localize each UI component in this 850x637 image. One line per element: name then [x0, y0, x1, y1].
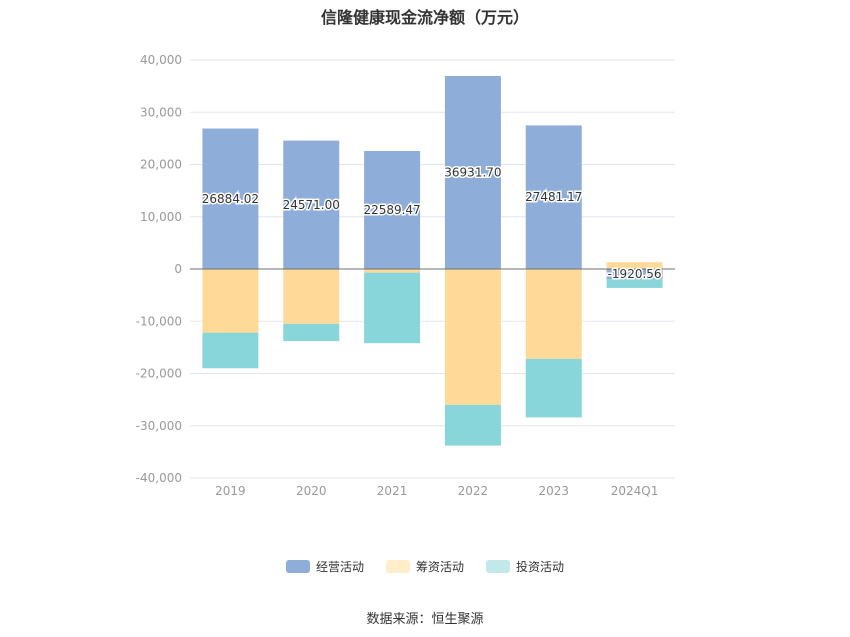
y-tick-label: 20,000 [140, 158, 182, 172]
bar-operating[interactable] [606, 269, 663, 280]
x-tick-label: 2022 [458, 484, 489, 498]
bar-investing[interactable] [606, 279, 663, 288]
bar-operating[interactable] [283, 140, 340, 269]
bar-layer [190, 76, 675, 446]
bar-investing[interactable] [525, 358, 582, 418]
bar-financing[interactable] [364, 269, 421, 273]
legend: 经营活动 筹资活动 投资活动 [0, 558, 850, 575]
y-tick-label: 40,000 [140, 53, 182, 67]
legend-label-investing: 投资活动 [516, 560, 565, 574]
bar-operating[interactable] [202, 128, 259, 269]
legend-item-investing[interactable]: 投资活动 [486, 558, 564, 575]
y-tick-label: 30,000 [140, 105, 182, 119]
data-label: 26884.02 [202, 192, 259, 206]
bar-financing[interactable] [283, 269, 340, 324]
grid-layer: 40,000 30,000 20,000 10,000 0 -10,000 -20,000 -… [136, 53, 675, 498]
x-tick-label: 2023 [538, 484, 569, 498]
legend-swatch-operating [285, 560, 310, 573]
data-label: 36931.70 [444, 166, 501, 180]
bar-financing[interactable] [202, 269, 259, 333]
legend-label-financing: 筹资活动 [415, 560, 464, 574]
y-tick-label: -10,000 [136, 314, 182, 328]
bar-operating[interactable] [525, 125, 582, 269]
bar-investing[interactable] [202, 332, 259, 369]
data-source: 数据来源：恒生聚源 [366, 612, 484, 627]
legend-swatch-financing [385, 560, 410, 573]
data-label: -1920.56 [608, 267, 662, 281]
y-tick-label: -40,000 [136, 471, 182, 485]
x-tick-label: 2019 [215, 484, 246, 498]
x-tick-label: 2021 [377, 484, 408, 498]
data-label: 24571.00 [283, 198, 340, 212]
bar-operating[interactable] [444, 76, 501, 270]
bar-financing[interactable] [606, 262, 663, 269]
chart-title: 信隆健康现金流净额（万元） [320, 8, 529, 27]
data-label: 27481.17 [525, 190, 582, 204]
bar-financing[interactable] [525, 269, 582, 359]
bar-investing[interactable] [283, 323, 340, 342]
y-tick-label: 10,000 [140, 210, 182, 224]
legend-label-operating: 经营活动 [315, 560, 364, 574]
data-label: 22589.47 [363, 203, 420, 217]
x-tick-label: 2020 [296, 484, 327, 498]
bar-investing[interactable] [444, 404, 501, 446]
x-tick-label: 2024Q1 [611, 484, 659, 498]
label-layer: 26884.02 24571.00 22589.47 36931.70 27481.17… [200, 164, 663, 282]
bar-investing[interactable] [364, 272, 421, 344]
bar-operating[interactable] [364, 150, 421, 269]
legend-swatch-investing [486, 560, 510, 573]
y-tick-label: -20,000 [136, 367, 182, 381]
legend-item-operating[interactable]: 经营活动 [285, 558, 364, 575]
bar-financing[interactable] [444, 269, 501, 405]
y-tick-label: 0 [174, 262, 182, 276]
y-tick-label: -30,000 [136, 419, 182, 433]
legend-item-financing[interactable]: 筹资活动 [385, 558, 464, 575]
